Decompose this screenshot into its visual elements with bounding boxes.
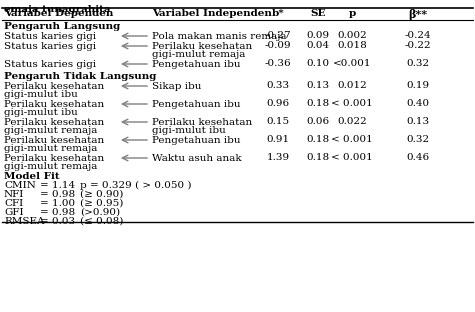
Text: Pengetahuan ibu: Pengetahuan ibu <box>152 60 240 69</box>
Text: 0.002: 0.002 <box>337 32 367 41</box>
Text: 0.06: 0.06 <box>306 118 330 126</box>
Text: gigi-mulut remaja: gigi-mulut remaja <box>4 162 97 171</box>
Text: Perilaku kesehatan: Perilaku kesehatan <box>4 136 104 145</box>
Text: 0.46: 0.46 <box>407 154 429 163</box>
Text: < 0.001: < 0.001 <box>331 154 373 163</box>
Text: < 0.001: < 0.001 <box>331 135 373 144</box>
Text: <0.001: <0.001 <box>333 60 371 69</box>
Text: RMSEA: RMSEA <box>4 217 45 226</box>
Text: 0.18: 0.18 <box>306 135 330 144</box>
Text: Model Fit: Model Fit <box>4 172 60 181</box>
Text: gigi-mulut remaja: gigi-mulut remaja <box>4 144 97 153</box>
Text: Status karies gigi: Status karies gigi <box>4 60 96 69</box>
Text: Pola makan manis remaja: Pola makan manis remaja <box>152 32 286 41</box>
Text: < 0.001: < 0.001 <box>331 100 373 109</box>
Text: -0.22: -0.22 <box>405 41 431 51</box>
Text: 0.04: 0.04 <box>306 41 330 51</box>
Text: = 1.00: = 1.00 <box>40 199 75 208</box>
Text: Status karies gigi: Status karies gigi <box>4 42 96 51</box>
Text: Variabel Independen: Variabel Independen <box>152 9 272 18</box>
Text: 0.018: 0.018 <box>337 41 367 51</box>
Text: Variabel Dependen: Variabel Dependen <box>4 9 114 18</box>
Text: 0.19: 0.19 <box>407 81 429 90</box>
Text: gigi-mulut ibu: gigi-mulut ibu <box>152 126 226 135</box>
Text: 1.39: 1.39 <box>266 154 290 163</box>
Text: 0.012: 0.012 <box>337 81 367 90</box>
Text: gigi-mulut ibu: gigi-mulut ibu <box>4 108 78 117</box>
Text: 0.40: 0.40 <box>407 100 429 109</box>
Text: (≥ 0.90): (≥ 0.90) <box>80 190 124 199</box>
Text: = 0.98: = 0.98 <box>40 208 75 217</box>
Text: Perilaku kesehatan: Perilaku kesehatan <box>152 118 252 127</box>
Text: β**: β** <box>408 8 428 19</box>
Text: b*: b* <box>272 9 285 18</box>
Text: -0.36: -0.36 <box>265 60 291 69</box>
Text: gigi-mulut ibu: gigi-mulut ibu <box>4 90 78 99</box>
Text: = 0.03: = 0.03 <box>40 217 75 226</box>
Text: Perilaku kesehatan: Perilaku kesehatan <box>152 42 252 51</box>
Text: Sikap ibu: Sikap ibu <box>152 82 201 91</box>
Text: Perilaku kesehatan: Perilaku kesehatan <box>4 118 104 127</box>
Text: Pengetahuan ibu: Pengetahuan ibu <box>152 136 240 145</box>
Text: SE: SE <box>310 9 326 18</box>
Text: -0.27: -0.27 <box>265 32 291 41</box>
Text: Perilaku kesehatan: Perilaku kesehatan <box>4 154 104 163</box>
Text: = 0.98: = 0.98 <box>40 190 75 199</box>
Text: 0.32: 0.32 <box>407 60 429 69</box>
Text: p = 0.329 ( > 0.050 ): p = 0.329 ( > 0.050 ) <box>80 181 191 190</box>
Text: (≥ 0.95): (≥ 0.95) <box>80 199 124 208</box>
Text: -0.24: -0.24 <box>405 32 431 41</box>
Text: 0.13: 0.13 <box>407 118 429 126</box>
Text: Pengaruh Tidak Langsung: Pengaruh Tidak Langsung <box>4 72 156 81</box>
Text: 0.13: 0.13 <box>306 81 330 90</box>
Text: CFI: CFI <box>4 199 23 208</box>
Text: GFI: GFI <box>4 208 24 217</box>
Text: emaja tunagrahita: emaja tunagrahita <box>4 5 111 14</box>
Text: = 1.14: = 1.14 <box>40 181 75 190</box>
Text: p: p <box>348 9 356 18</box>
Text: CMIN: CMIN <box>4 181 36 190</box>
Text: 0.96: 0.96 <box>266 100 290 109</box>
Text: (>0.90): (>0.90) <box>80 208 120 217</box>
Text: gigi-mulut remaja: gigi-mulut remaja <box>4 126 97 135</box>
Text: 0.09: 0.09 <box>306 32 330 41</box>
Text: 0.33: 0.33 <box>266 81 290 90</box>
Text: NFI: NFI <box>4 190 24 199</box>
Text: -0.09: -0.09 <box>265 41 291 51</box>
Text: 0.15: 0.15 <box>266 118 290 126</box>
Text: gigi-mulut remaja: gigi-mulut remaja <box>152 50 246 59</box>
Text: 0.18: 0.18 <box>306 154 330 163</box>
Text: (≤ 0.08): (≤ 0.08) <box>80 217 124 226</box>
Text: 0.18: 0.18 <box>306 100 330 109</box>
Text: Status karies gigi: Status karies gigi <box>4 32 96 41</box>
Text: 0.022: 0.022 <box>337 118 367 126</box>
Text: Perilaku kesehatan: Perilaku kesehatan <box>4 82 104 91</box>
Text: Pengaruh Langsung: Pengaruh Langsung <box>4 22 120 31</box>
Text: 0.91: 0.91 <box>266 135 290 144</box>
Text: Perilaku kesehatan: Perilaku kesehatan <box>4 100 104 109</box>
Text: 0.32: 0.32 <box>407 135 429 144</box>
Text: Pengetahuan ibu: Pengetahuan ibu <box>152 100 240 109</box>
Text: 0.10: 0.10 <box>306 60 330 69</box>
Text: Waktu asuh anak: Waktu asuh anak <box>152 154 242 163</box>
